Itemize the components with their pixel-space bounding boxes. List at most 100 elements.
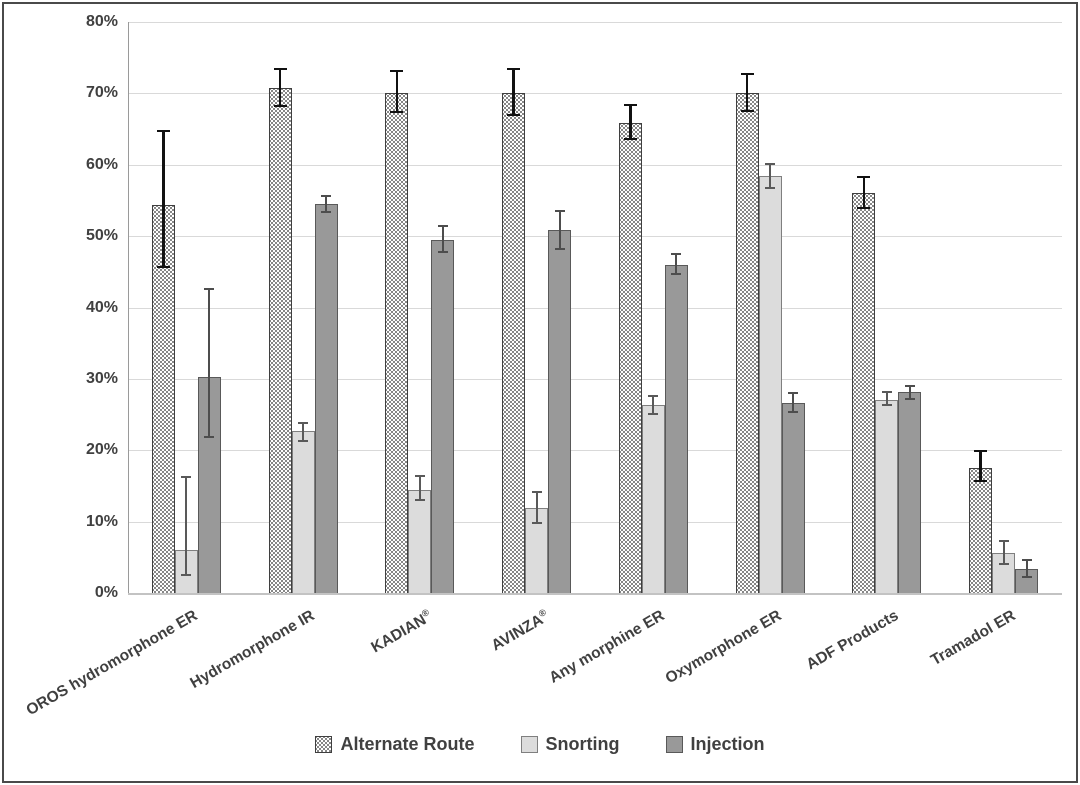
gridline bbox=[128, 164, 1062, 166]
gridline bbox=[128, 450, 1062, 452]
bar bbox=[852, 193, 876, 593]
error-bar-cap-bottom bbox=[437, 250, 448, 253]
error-bar-cap-bottom bbox=[414, 498, 425, 501]
bar bbox=[898, 392, 922, 593]
y-axis-line bbox=[128, 22, 129, 593]
error-bar-cap-top bbox=[507, 68, 521, 71]
bar bbox=[291, 430, 315, 593]
bar bbox=[664, 264, 688, 593]
error-bar bbox=[512, 68, 515, 117]
bar bbox=[268, 88, 292, 593]
gridline bbox=[128, 93, 1062, 95]
error-bar bbox=[1025, 558, 1028, 578]
legend-item-alternate-route: Alternate Route bbox=[315, 734, 475, 755]
y-tick-label: 40% bbox=[85, 298, 118, 316]
y-tick-label: 30% bbox=[85, 369, 118, 387]
x-axis-line bbox=[128, 593, 1062, 595]
error-bar-cap-top bbox=[623, 104, 637, 107]
legend-label-injection: Injection bbox=[690, 734, 765, 754]
error-bar-cap-bottom bbox=[1021, 576, 1032, 578]
bar bbox=[781, 403, 805, 593]
legend-swatch-snorting bbox=[520, 736, 538, 753]
error-bar bbox=[162, 130, 165, 268]
y-tick-label: 70% bbox=[85, 84, 118, 102]
bar bbox=[758, 176, 782, 593]
bar bbox=[548, 230, 572, 593]
legend-swatch-injection bbox=[665, 736, 683, 753]
gridline bbox=[128, 236, 1062, 238]
legend-swatch-alternate-route bbox=[315, 736, 333, 753]
error-bar bbox=[418, 475, 421, 501]
legend: Alternate Route Snorting Injection bbox=[0, 734, 1080, 755]
bar bbox=[385, 92, 409, 593]
x-category-label: AVINZA® bbox=[488, 607, 548, 655]
error-bar-cap-top bbox=[788, 392, 799, 395]
error-bar-cap-bottom bbox=[321, 210, 332, 213]
error-bar-cap-top bbox=[904, 384, 915, 387]
x-category-label: Oxymorphone ER bbox=[662, 607, 785, 688]
error-bar-cap-top bbox=[857, 176, 871, 179]
error-bar bbox=[675, 253, 678, 275]
y-tick-label: 20% bbox=[85, 441, 118, 459]
bar bbox=[314, 204, 338, 593]
error-bar bbox=[208, 288, 211, 439]
x-category-label: KADIAN® bbox=[368, 607, 431, 657]
legend-label-alternate-route: Alternate Route bbox=[340, 734, 475, 754]
y-tick-label: 50% bbox=[85, 227, 118, 245]
error-bar bbox=[395, 69, 399, 113]
error-bar bbox=[535, 490, 538, 524]
bar bbox=[735, 92, 759, 593]
error-bar-cap-bottom bbox=[904, 397, 915, 400]
bar bbox=[641, 405, 665, 593]
error-bar bbox=[185, 475, 188, 576]
error-bar-cap-bottom bbox=[740, 109, 754, 112]
x-category-label: Tramadol ER bbox=[927, 607, 1019, 670]
legend-label-snorting: Snorting bbox=[545, 734, 620, 754]
error-bar-cap-top bbox=[273, 68, 287, 71]
error-bar-cap-bottom bbox=[881, 403, 892, 406]
error-bar-cap-top bbox=[648, 395, 659, 398]
error-bar-cap-bottom bbox=[507, 114, 521, 117]
error-bar-cap-top bbox=[531, 490, 542, 493]
error-bar bbox=[862, 176, 866, 209]
error-bar-cap-top bbox=[156, 130, 170, 133]
error-bar-cap-bottom bbox=[998, 563, 1009, 566]
error-bar-cap-bottom bbox=[273, 104, 287, 107]
y-tick-label: 0% bbox=[94, 584, 118, 601]
error-bar-cap-bottom bbox=[788, 411, 799, 414]
error-bar-cap-bottom bbox=[298, 439, 309, 442]
bar bbox=[969, 468, 993, 593]
error-bar-cap-bottom bbox=[765, 187, 776, 190]
error-bar-cap-bottom bbox=[181, 573, 192, 576]
bar bbox=[502, 93, 526, 593]
bar bbox=[431, 239, 455, 593]
error-bar-cap-top bbox=[881, 391, 892, 393]
error-bar-cap-bottom bbox=[156, 265, 170, 268]
bar bbox=[618, 123, 642, 593]
error-bar-cap-bottom bbox=[857, 207, 871, 209]
gridline bbox=[128, 378, 1062, 380]
error-bar-cap-top bbox=[181, 475, 192, 478]
bar bbox=[408, 489, 432, 593]
error-bar-cap-top bbox=[554, 209, 565, 212]
error-bar bbox=[278, 68, 282, 107]
error-bar-cap-top bbox=[1021, 558, 1032, 561]
error-bar bbox=[908, 384, 911, 400]
error-bar-cap-bottom bbox=[648, 412, 659, 415]
y-tick-label: 80% bbox=[85, 13, 118, 30]
x-category-label: ADF Products bbox=[803, 607, 902, 674]
error-bar bbox=[1002, 540, 1005, 566]
error-bar-cap-bottom bbox=[671, 272, 682, 275]
error-bar-cap-bottom bbox=[531, 521, 542, 524]
y-tick-label: 10% bbox=[85, 512, 118, 530]
error-bar-cap-top bbox=[974, 450, 988, 453]
error-bar-cap-bottom bbox=[554, 248, 565, 251]
error-bar bbox=[769, 162, 772, 189]
legend-item-injection: Injection bbox=[665, 734, 765, 755]
error-bar-cap-top bbox=[437, 224, 448, 227]
error-bar bbox=[979, 450, 982, 483]
error-bar-cap-top bbox=[998, 540, 1009, 543]
gridline bbox=[128, 22, 1062, 23]
error-bar-cap-top bbox=[390, 69, 404, 72]
